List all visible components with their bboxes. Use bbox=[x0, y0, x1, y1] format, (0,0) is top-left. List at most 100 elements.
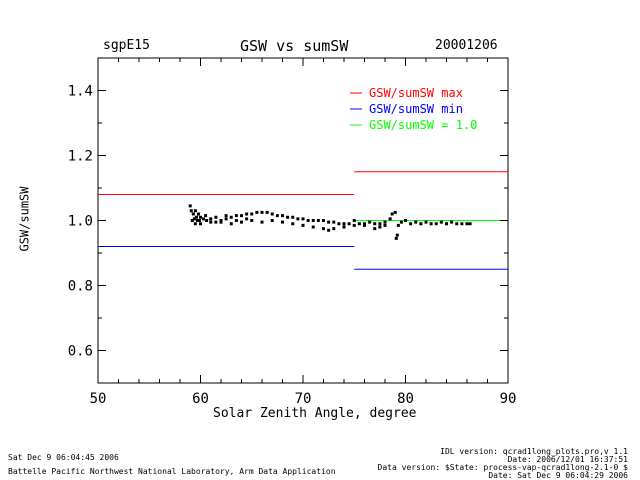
data-point-46 bbox=[383, 220, 387, 224]
data-point-93 bbox=[224, 214, 228, 218]
data-point-50 bbox=[396, 223, 400, 227]
data-point-17 bbox=[234, 214, 238, 218]
footer-data-version: Data version: $State: process-vap-qcrad1… bbox=[377, 463, 628, 472]
data-point-71 bbox=[250, 219, 254, 222]
data-point-35 bbox=[327, 220, 331, 224]
data-point-4 bbox=[192, 217, 196, 221]
data-point-60 bbox=[445, 222, 448, 226]
plot-title: GSW vs sumSW bbox=[240, 37, 349, 55]
y-tick-label-4: 1.4 bbox=[68, 84, 93, 100]
data-point-86 bbox=[383, 223, 387, 227]
data-point-6 bbox=[194, 215, 198, 219]
legend-label-1: GSW/sumSW min bbox=[369, 102, 463, 116]
data-point-56 bbox=[424, 220, 428, 224]
data-point-67 bbox=[209, 220, 213, 224]
y-tick-label-3: 1.2 bbox=[68, 149, 93, 165]
data-point-88 bbox=[394, 236, 398, 240]
y-tick-label-1: 0.8 bbox=[68, 279, 93, 295]
data-point-23 bbox=[265, 210, 269, 214]
data-point-94 bbox=[234, 219, 238, 222]
data-point-43 bbox=[368, 220, 372, 224]
data-point-90 bbox=[197, 219, 201, 222]
x-tick-label-1: 60 bbox=[192, 391, 209, 407]
data-point-11 bbox=[205, 219, 209, 222]
legend-label-0: GSW/sumSW max bbox=[369, 86, 463, 100]
data-point-22 bbox=[260, 210, 264, 214]
data-point-1 bbox=[189, 209, 193, 213]
data-point-84 bbox=[373, 227, 377, 231]
data-point-12 bbox=[209, 217, 213, 221]
data-point-41 bbox=[357, 222, 361, 226]
data-point-91 bbox=[204, 214, 208, 218]
data-point-3 bbox=[191, 212, 195, 216]
data-point-76 bbox=[301, 223, 305, 227]
data-point-33 bbox=[316, 219, 320, 222]
data-point-82 bbox=[352, 219, 356, 222]
data-point-49 bbox=[393, 210, 397, 214]
data-point-38 bbox=[342, 222, 346, 226]
data-point-65 bbox=[468, 222, 472, 226]
data-point-5 bbox=[193, 222, 197, 226]
data-point-31 bbox=[306, 219, 310, 222]
x-axis-label: Solar Zenith Angle, degree bbox=[213, 406, 417, 421]
data-point-36 bbox=[332, 220, 336, 224]
data-point-53 bbox=[409, 222, 413, 226]
data-point-70 bbox=[240, 220, 243, 224]
x-tick-label-2: 70 bbox=[295, 391, 312, 407]
footer-data-date: Date: Sat Dec 9 06:04:29 2006 bbox=[488, 471, 628, 480]
data-point-87 bbox=[395, 233, 399, 237]
data-point-19 bbox=[245, 212, 249, 216]
data-point-47 bbox=[388, 217, 392, 221]
data-point-85 bbox=[378, 225, 382, 229]
data-point-74 bbox=[281, 220, 284, 224]
data-point-81 bbox=[342, 225, 346, 229]
data-point-37 bbox=[337, 222, 341, 226]
x-tick-label-4: 90 bbox=[500, 391, 517, 407]
data-point-92 bbox=[214, 220, 218, 224]
data-point-2 bbox=[190, 219, 194, 222]
data-point-7 bbox=[195, 219, 199, 222]
data-point-24 bbox=[270, 212, 274, 216]
data-point-77 bbox=[311, 225, 315, 229]
data-point-80 bbox=[332, 227, 336, 231]
data-point-30 bbox=[301, 217, 305, 221]
data-point-13 bbox=[214, 215, 218, 219]
data-point-75 bbox=[291, 222, 295, 226]
data-point-28 bbox=[291, 215, 295, 219]
data-point-68 bbox=[219, 220, 223, 224]
data-point-72 bbox=[260, 220, 264, 224]
data-point-20 bbox=[250, 212, 254, 216]
y-tick-label-2: 1.0 bbox=[68, 214, 93, 230]
data-point-58 bbox=[434, 222, 438, 226]
plot-date-label: 20001206 bbox=[435, 38, 498, 53]
x-tick-label-3: 80 bbox=[397, 391, 414, 407]
data-point-59 bbox=[439, 220, 443, 224]
data-point-25 bbox=[275, 214, 279, 218]
data-point-83 bbox=[363, 223, 366, 227]
data-point-62 bbox=[455, 222, 459, 226]
y-tick-label-0: 0.6 bbox=[68, 344, 93, 360]
data-point-63 bbox=[460, 222, 464, 226]
data-point-55 bbox=[419, 222, 423, 226]
data-point-27 bbox=[286, 215, 290, 219]
footer-lab-name: Battelle Pacific Northwest National Labo… bbox=[8, 467, 336, 476]
data-point-0 bbox=[188, 204, 192, 208]
data-point-44 bbox=[373, 222, 377, 226]
data-point-26 bbox=[281, 214, 284, 218]
data-point-69 bbox=[229, 222, 233, 226]
data-point-51 bbox=[399, 220, 403, 224]
data-point-54 bbox=[414, 220, 418, 224]
data-point-29 bbox=[296, 217, 300, 221]
data-point-15 bbox=[224, 217, 228, 221]
data-point-18 bbox=[240, 214, 243, 218]
data-point-14 bbox=[219, 219, 223, 222]
data-point-73 bbox=[270, 219, 274, 222]
footer-idl-version: IDL version: qcrad1long_plots.pro,v 1.1 bbox=[440, 447, 628, 456]
data-point-16 bbox=[229, 215, 233, 219]
data-point-78 bbox=[322, 227, 325, 231]
x-tick-label-0: 50 bbox=[90, 391, 107, 407]
data-point-66 bbox=[199, 222, 202, 226]
data-point-95 bbox=[245, 217, 249, 221]
data-point-48 bbox=[390, 212, 394, 216]
